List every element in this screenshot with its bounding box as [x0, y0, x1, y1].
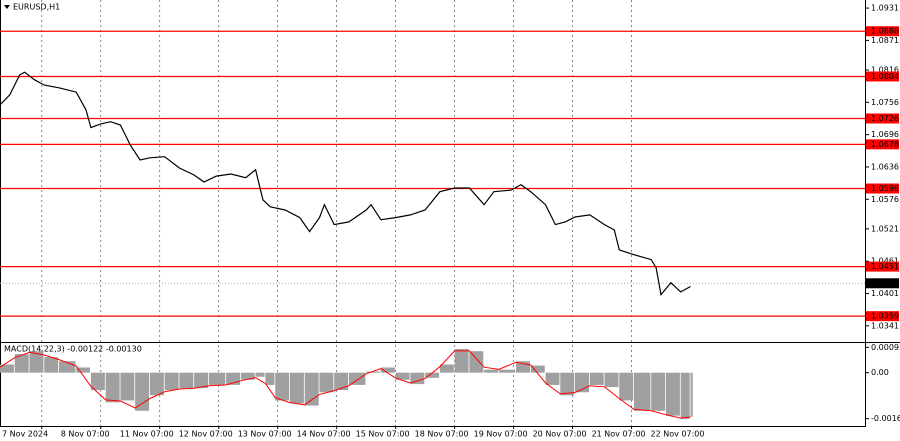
- macd-bar: [240, 372, 255, 380]
- macd-bar: [14, 354, 29, 373]
- y-tick-label: -0.00169: [871, 414, 900, 423]
- signal-line: [0, 350, 691, 419]
- macd-bar: [545, 372, 560, 385]
- macd-bar: [304, 372, 319, 406]
- macd-bar: [289, 372, 304, 404]
- level-label: 1.0451: [871, 262, 899, 271]
- x-tick-label: 7 Nov 2024: [2, 430, 48, 439]
- y-tick-label: 1.0871: [871, 36, 899, 45]
- y-tick-label: 1.0816: [871, 66, 899, 75]
- x-tick-label: 18 Nov 07:00: [415, 430, 469, 439]
- macd-bar: [410, 372, 425, 385]
- y-tick-label: 1.0756: [871, 98, 899, 107]
- macd-bar: [589, 372, 604, 385]
- level-tag: [866, 311, 899, 322]
- y-tick-label: 1.0931: [871, 4, 899, 13]
- macd-bar: [380, 367, 395, 373]
- macd-bar: [90, 372, 105, 391]
- macd-bar: [690, 372, 693, 417]
- y-tick-label: 1.0576: [871, 195, 899, 204]
- macd-bar: [334, 372, 349, 391]
- macd-bar: [498, 369, 516, 373]
- y-tick-label: 1.0636: [871, 162, 899, 171]
- level-label: 1.0804: [871, 72, 899, 81]
- macd-bar: [530, 365, 545, 373]
- x-tick-label: 19 Nov 07:00: [474, 430, 528, 439]
- macd-bar: [179, 372, 194, 389]
- level-label: 1.0726: [871, 114, 899, 123]
- macd-bar: [619, 372, 634, 401]
- x-tick-label: 12 Nov 07:00: [179, 430, 233, 439]
- macd-bar: [665, 372, 680, 416]
- x-tick-label: 8 Nov 07:00: [61, 430, 110, 439]
- x-tick-label: 14 Nov 07:00: [297, 430, 351, 439]
- x-tick-label: 11 Nov 07:00: [120, 430, 174, 439]
- macd-bar: [395, 372, 410, 380]
- macd-bar: [135, 372, 150, 411]
- level-tag: [866, 261, 899, 272]
- macd-title: MACD(14,22,3) -0.00122 -0.00130: [4, 345, 142, 354]
- y-tick-label: 0.00093: [871, 343, 900, 352]
- macd-bar: [439, 364, 454, 373]
- y-tick-label: 1.0521: [871, 224, 899, 233]
- macd-bar: [516, 361, 530, 373]
- y-tick-label: 0.00: [871, 368, 889, 377]
- macd-bar: [454, 348, 469, 373]
- level-label: 1.0359: [871, 312, 899, 321]
- macd-bar: [469, 351, 484, 373]
- level-tag: [866, 113, 899, 124]
- symbol-menu-icon: [4, 5, 10, 9]
- y-tick-label: 1.0696: [871, 130, 899, 139]
- y-tick-label: 1.0461: [871, 257, 899, 266]
- x-tick-label: 21 Nov 07:00: [592, 430, 646, 439]
- price-line: [0, 71, 691, 296]
- macd-bar: [149, 372, 164, 396]
- macd-bar: [164, 372, 179, 391]
- macd-bar: [560, 372, 575, 396]
- macd-bar: [680, 372, 690, 419]
- level-tag: [866, 139, 899, 150]
- macd-bar: [120, 372, 135, 401]
- level-tag: [866, 71, 899, 82]
- current-price-label: 1.0420: [871, 279, 899, 288]
- macd-bar: [366, 371, 381, 373]
- macd-bar: [265, 372, 275, 385]
- level-label: 1.0678: [871, 140, 899, 149]
- macd-bar: [484, 369, 499, 373]
- macd-bar: [275, 372, 290, 401]
- macd-bar: [319, 372, 334, 393]
- y-tick-label: 1.0341: [871, 321, 899, 330]
- macd-bar: [651, 372, 666, 411]
- macd-bar: [194, 372, 209, 389]
- x-tick-label: 13 Nov 07:00: [238, 430, 292, 439]
- macd-bar: [44, 357, 59, 373]
- current-price-tag: [866, 278, 899, 289]
- x-tick-label: 22 Nov 07:00: [651, 430, 705, 439]
- macd-bar: [58, 361, 76, 373]
- macd-bar: [255, 372, 265, 377]
- macd-bar: [0, 364, 14, 373]
- macd-bar: [425, 372, 440, 378]
- level-tag: [866, 26, 899, 37]
- macd-bar: [29, 351, 44, 373]
- macd-bar: [604, 372, 619, 388]
- macd-bar: [105, 372, 120, 403]
- macd-bar: [348, 372, 366, 385]
- chart-title: EURUSD,H1: [13, 3, 60, 12]
- macd-bar: [208, 372, 226, 385]
- level-tag: [866, 183, 899, 194]
- y-tick-label: 1.0401: [871, 289, 899, 298]
- macd-bar: [76, 367, 91, 373]
- x-tick-label: 15 Nov 07:00: [356, 430, 410, 439]
- level-label: 1.0596: [871, 184, 899, 193]
- x-tick-label: 20 Nov 07:00: [533, 430, 587, 439]
- level-label: 1.0888: [871, 27, 899, 36]
- macd-bar: [634, 372, 651, 411]
